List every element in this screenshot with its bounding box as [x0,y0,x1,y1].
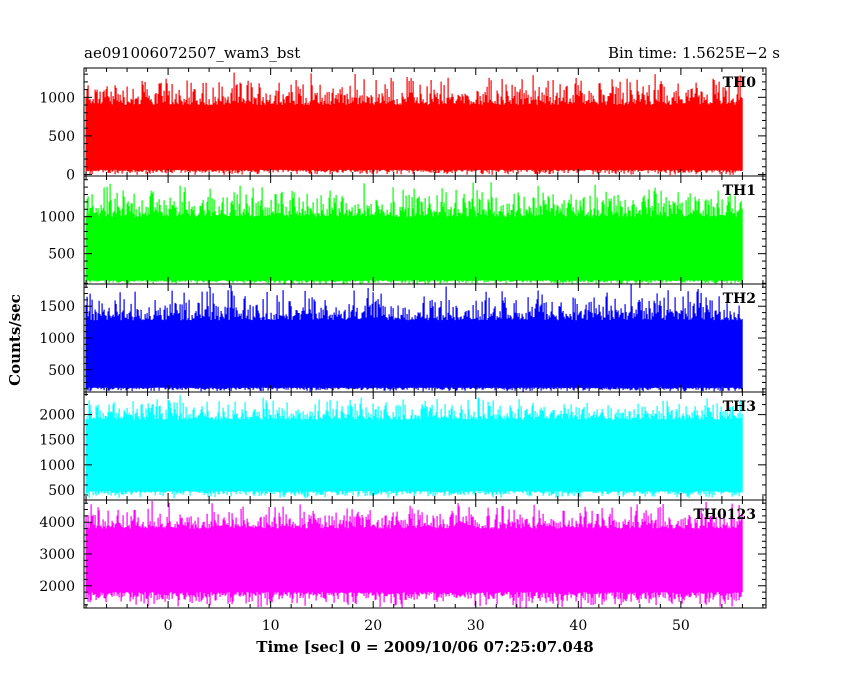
y-tick-label: 1000 [39,331,75,347]
y-tick-label: 1500 [39,433,75,449]
y-tick-label: 500 [48,363,75,379]
x-tick-label: 0 [164,618,173,634]
y-tick-label: 1000 [39,90,75,106]
chart-title: ae091006072507_wam3_bst [84,44,301,62]
y-tick-label: 1000 [39,210,75,226]
y-tick-label: 0 [66,167,75,183]
series-th0 [85,72,743,176]
series-th1 [85,182,743,284]
panel-label-th1: TH1 [723,183,756,199]
x-tick-label: 50 [672,618,690,634]
panel-label-th0: TH0 [723,75,757,91]
series-th2 [85,284,743,392]
panel-label-th3: TH3 [723,399,756,415]
series-th0123 [85,501,743,608]
x-tick-label: 30 [467,618,485,634]
y-tick-label: 500 [48,247,75,263]
x-axis-label: Time [sec] 0 = 2009/10/06 07:25:07.048 [256,638,594,656]
bin-time-label: Bin time: 1.5625E−2 s [607,44,780,62]
y-tick-label: 4000 [39,515,75,531]
y-tick-label: 1000 [39,458,75,474]
x-tick-label: 10 [262,618,280,634]
y-tick-label: 1500 [39,299,75,315]
y-tick-label: 2000 [39,408,75,424]
y-tick-label: 500 [48,129,75,145]
y-tick-label: 2000 [39,579,75,595]
series-th3 [85,395,743,499]
panel-label-th2: TH2 [723,291,756,307]
x-tick-label: 40 [569,618,587,634]
y-axis-label: Counts/sec [6,294,24,386]
y-tick-label: 500 [48,483,75,499]
y-tick-label: 3000 [39,547,75,563]
panel-label-th0123: TH0123 [693,507,756,523]
x-tick-label: 20 [364,618,382,634]
